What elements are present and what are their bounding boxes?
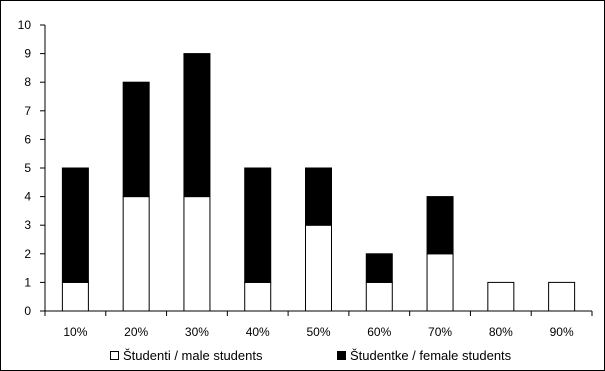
x-tick-label: 40% <box>246 325 270 339</box>
legend-female-swatch <box>337 351 346 360</box>
bar-male <box>305 224 332 312</box>
y-tick-label: 5 <box>24 161 31 175</box>
legend-male-swatch <box>110 351 119 360</box>
x-tick-label: 20% <box>124 325 148 339</box>
y-tick-label: 4 <box>24 190 31 204</box>
y-tick-labels: 0 1 2 3 4 5 6 7 8 9 10 <box>18 18 32 318</box>
bar-female <box>61 167 89 283</box>
x-tick-label: 70% <box>428 325 452 339</box>
legend-female: Študentke / female students <box>337 348 511 363</box>
x-tick-label: 30% <box>185 325 209 339</box>
bar-female <box>122 81 150 198</box>
bar-male <box>61 281 89 312</box>
x-tick-label: 10% <box>63 325 87 339</box>
y-tick-label: 6 <box>24 132 31 146</box>
bar-male <box>426 253 454 312</box>
x-tick-label: 80% <box>489 325 513 339</box>
bar-female <box>183 53 211 198</box>
bar-male <box>183 196 211 312</box>
y-tick-label: 1 <box>24 275 31 289</box>
bar-male <box>487 281 515 312</box>
y-tick-label: 0 <box>24 304 31 318</box>
bar-female <box>365 253 393 283</box>
bar-female <box>305 167 332 226</box>
x-tick-label: 60% <box>367 325 391 339</box>
y-tick-label: 7 <box>24 104 31 118</box>
bar-male <box>548 281 576 312</box>
x-tick-label: 90% <box>550 325 574 339</box>
y-tick-label: 8 <box>24 75 31 89</box>
legend-male: Študenti / male students <box>110 348 262 363</box>
x-tick-labels: 10% 20% 30% 40% 50% 60% 70% 80% 90% <box>63 325 574 339</box>
bars <box>61 53 576 312</box>
bar-male <box>365 281 393 312</box>
bar-female <box>426 196 454 255</box>
bar-female <box>244 167 272 283</box>
y-tick-label: 3 <box>24 218 31 232</box>
y-tick-label: 10 <box>18 18 32 32</box>
legend-male-label: Študenti / male students <box>123 348 263 363</box>
y-tick-label: 2 <box>24 247 31 261</box>
legend-female-label: Študentke / female students <box>350 348 512 363</box>
bar-male <box>244 281 272 312</box>
bar-male <box>122 196 150 312</box>
y-tick-label: 9 <box>24 47 31 61</box>
x-tick-label: 50% <box>306 325 330 339</box>
